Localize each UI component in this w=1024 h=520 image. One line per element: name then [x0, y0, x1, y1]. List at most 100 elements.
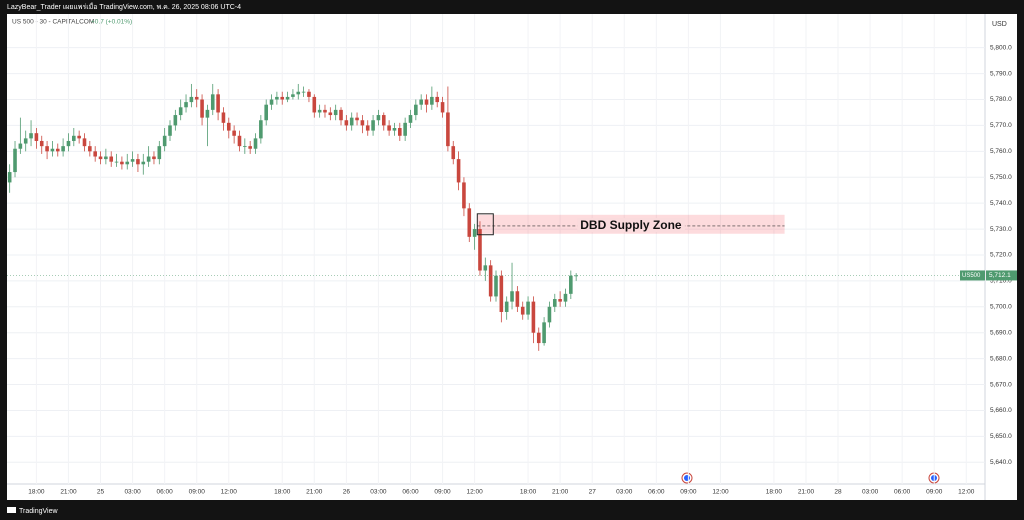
zone-label-bg [577, 218, 685, 233]
y-tick-label: 5,740.0 [990, 200, 1012, 207]
candle-body [510, 291, 514, 302]
candle-body [419, 99, 423, 105]
y-tick-label: 5,750.0 [990, 174, 1012, 181]
publisher-line: LazyBear_Trader เผยแพร่เมื่อ TradingView… [7, 2, 241, 11]
candle-body [430, 96, 434, 105]
y-tick-label: 5,700.0 [990, 304, 1012, 311]
candle-body [365, 125, 370, 131]
x-tick-label: 26 [343, 489, 351, 496]
candle-body [237, 135, 242, 147]
candle-body [61, 146, 65, 152]
candle-body [248, 146, 252, 149]
candle-body [243, 146, 247, 147]
candle-body [376, 115, 381, 121]
chart-background [7, 14, 1017, 500]
x-tick-label: 21:00 [552, 489, 569, 496]
candle-body [141, 161, 146, 165]
candle-body [189, 96, 194, 103]
x-tick-label: 18:00 [520, 489, 537, 496]
candle-body [403, 122, 407, 136]
candle-body [478, 229, 482, 271]
y-tick-label: 5,770.0 [990, 122, 1012, 129]
x-tick-label: 28 [834, 489, 842, 496]
candle-body [157, 146, 162, 160]
x-tick-label: 09:00 [189, 489, 206, 496]
candle-body [323, 109, 327, 113]
y-tick-label: 5,790.0 [990, 70, 1012, 77]
candle-body [55, 148, 60, 152]
candle-body [349, 117, 354, 126]
candle-body [221, 112, 226, 123]
candle-body [216, 94, 220, 113]
candle-body [184, 102, 188, 108]
y-tick-label: 5,730.0 [990, 226, 1012, 233]
candle-body [414, 104, 418, 116]
candle-body [317, 109, 322, 113]
x-tick-label: 06:00 [648, 489, 665, 496]
candle-body [173, 115, 178, 126]
x-tick-label: 06:00 [402, 489, 419, 496]
candle-body [45, 146, 49, 152]
x-tick-label: 03:00 [370, 489, 387, 496]
candle-body [483, 265, 488, 271]
candle-body [488, 265, 493, 297]
candle-body [569, 275, 573, 294]
candle-body [253, 138, 258, 149]
candle-body [200, 99, 204, 118]
candle-body [29, 133, 33, 139]
brand-logo [7, 507, 16, 513]
x-tick-label: 09:00 [680, 489, 697, 496]
candle-body [408, 115, 413, 123]
candle-body [371, 120, 375, 131]
x-tick-label: 09:00 [434, 489, 451, 496]
candle-body [387, 125, 391, 131]
x-tick-label: 09:00 [926, 489, 943, 496]
candle-body [574, 275, 578, 277]
x-tick-label: 03:00 [124, 489, 141, 496]
symbol-title: US 500 - 30 - CAPITALCOM [12, 19, 94, 26]
x-tick-label: 12:00 [712, 489, 729, 496]
candle-body [291, 94, 295, 97]
candle-body [178, 107, 183, 116]
candle-body [435, 96, 440, 103]
y-tick-label: 5,690.0 [990, 329, 1012, 336]
y-tick-label: 5,720.0 [990, 252, 1012, 259]
candle-body [504, 301, 509, 312]
candle-body [50, 148, 55, 152]
candle-body [494, 275, 498, 297]
y-tick-label: 5,660.0 [990, 407, 1012, 414]
candle-body [398, 128, 402, 136]
candle-body [72, 135, 76, 141]
candle-body [18, 143, 23, 149]
x-tick-label: 21:00 [306, 489, 323, 496]
candle-body [152, 156, 156, 160]
candle-body [307, 91, 311, 97]
x-tick-label: 03:00 [616, 489, 633, 496]
candle-body [542, 322, 546, 344]
candle-body [451, 146, 456, 160]
candle-body [259, 120, 263, 139]
candle-body [120, 161, 124, 165]
candle-body [296, 91, 301, 95]
candle-body [446, 112, 450, 147]
candle-body [456, 159, 461, 183]
candle-body [520, 306, 525, 315]
candle-body [360, 120, 365, 126]
y-tick-label: 5,670.0 [990, 381, 1012, 388]
candle-body [392, 128, 397, 131]
x-tick-label: 18:00 [28, 489, 45, 496]
x-tick-label: 06:00 [157, 489, 174, 496]
candle-body [82, 138, 87, 147]
y-tick-label: 5,710.0 [990, 278, 1012, 285]
candle-body [264, 104, 268, 121]
candle-body [515, 291, 520, 307]
x-tick-label: 12:00 [466, 489, 483, 496]
candle-body [34, 133, 39, 141]
candle-body [39, 140, 44, 147]
candle-body [328, 112, 333, 116]
x-tick-label: 18:00 [766, 489, 783, 496]
candle-body [194, 96, 199, 100]
candle-body [114, 161, 119, 163]
candle-body [88, 146, 92, 152]
candle-body [7, 172, 12, 183]
